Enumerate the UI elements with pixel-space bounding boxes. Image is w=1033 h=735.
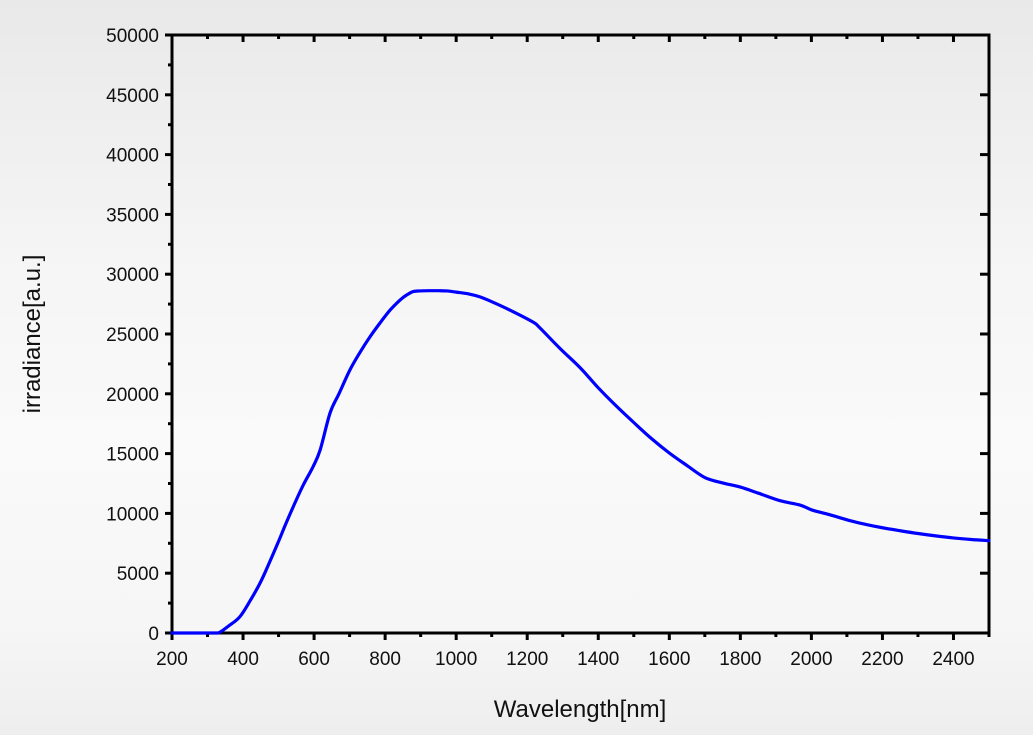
- y-tick-label: 10000: [106, 504, 159, 525]
- plot-frame: [170, 33, 991, 635]
- plot-border: [170, 33, 991, 635]
- x-axis-tick-labels: 200 400 600 800 1000 1200 1400 1600 1800 2000 2200…: [156, 649, 974, 670]
- y-tick-label: 5000: [117, 564, 159, 585]
- y-tick-label: 35000: [106, 205, 159, 226]
- x-tick-label: 2400: [932, 649, 974, 670]
- x-tick-label: 1800: [719, 649, 761, 670]
- y-axis-tick-labels: 0 5000 10000 15000 20000 25000 30000 35000 40000…: [106, 26, 159, 645]
- minor-ticks: [168, 35, 991, 637]
- x-tick-label: 1400: [577, 649, 619, 670]
- x-tick-label: 1600: [648, 649, 690, 670]
- y-tick-label: 25000: [106, 325, 159, 346]
- y-tick-label: 15000: [106, 445, 159, 466]
- y-tick-label: 0: [148, 624, 159, 645]
- x-tick-label: 400: [227, 649, 259, 670]
- x-tick-label: 600: [298, 649, 330, 670]
- y-axis-title: irradiance[a.u.]: [19, 255, 46, 414]
- x-tick-label: 2000: [790, 649, 832, 670]
- x-tick-label: 800: [369, 649, 401, 670]
- y-tick-label: 45000: [106, 86, 159, 107]
- y-tick-label: 30000: [106, 265, 159, 286]
- series-layer: [170, 289, 991, 635]
- x-axis-title: Wavelength[nm]: [494, 696, 667, 723]
- series-line-irradiance: [170, 289, 991, 635]
- x-tick-label: 2200: [861, 649, 903, 670]
- y-tick-label: 50000: [106, 26, 159, 47]
- y-tick-label: 40000: [106, 146, 159, 167]
- x-tick-label: 1200: [506, 649, 548, 670]
- x-tick-label: 1000: [435, 649, 477, 670]
- x-tick-label: 200: [156, 649, 188, 670]
- y-tick-label: 20000: [106, 385, 159, 406]
- major-ticks: [165, 33, 989, 640]
